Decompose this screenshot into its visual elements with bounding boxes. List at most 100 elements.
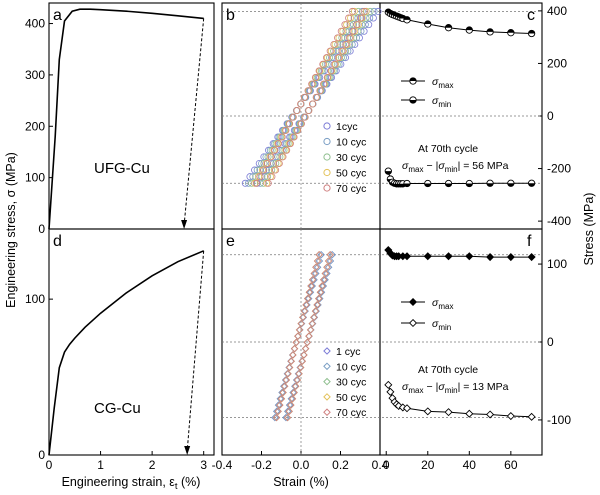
loop-point-e-4-21-0 [307, 282, 315, 290]
loop-point-b-4-9-0 [286, 120, 294, 128]
loop-point-e-1-0-0 [271, 413, 279, 422]
xtick-label-e--0.2: -0.2 [251, 458, 272, 472]
loop-point-b-1-5-1 [278, 146, 286, 154]
panel-label-e: e [226, 233, 235, 250]
loop-point-e-1-18-1 [314, 301, 322, 309]
loop-point-e-4-3-0 [277, 395, 286, 403]
loop-point-b-4-20-0 [326, 47, 334, 55]
loop-point-e-4-14-0 [295, 326, 304, 334]
loop-point-b-4-18-1 [331, 60, 339, 68]
annotation-f-sigma2: σ [438, 381, 445, 393]
point-half-c-1-8 [403, 183, 411, 187]
loop-point-e-0-11-1 [301, 345, 310, 353]
loop-point-b-4-17-0 [315, 67, 323, 75]
loop-point-e-1-17-1 [312, 307, 320, 315]
legend-c-sigma-max-symbol: σ [432, 76, 439, 88]
loop-point-e-4-14-1 [306, 326, 315, 334]
loop-point-b-4-1-0 [256, 173, 264, 181]
loop-point-b-4-21-1 [342, 40, 350, 48]
loop-point-b-1-4-0 [262, 153, 270, 161]
loop-point-e-4-6-0 [282, 376, 291, 384]
loop-point-b-4-23-0 [337, 27, 345, 35]
ytick-label-f-100: 100 [547, 257, 567, 271]
loop-point-e-4-22-0 [308, 276, 317, 284]
legend-f-sigma-max: σmax [432, 297, 453, 311]
loop-point-e-1-22-1 [321, 276, 329, 284]
annotation-c-bar1: | [436, 160, 439, 172]
loop-point-e-1-4-0 [278, 388, 286, 397]
legend-c-sigma-min-symbol: σ [432, 95, 439, 107]
loop-point-b-2-18-1 [333, 60, 341, 68]
loop-point-b-2-23-1 [354, 27, 362, 35]
unloading-line-d [186, 250, 205, 452]
annotation-c-sigma1: σ [402, 160, 409, 172]
loop-point-b-2-23-0 [342, 27, 350, 35]
loop-point-b-4-20-1 [338, 47, 346, 55]
legend-marker-b-3 [323, 168, 331, 177]
loop-point-e-2-25-1 [324, 257, 333, 265]
loop-point-e-1-24-0 [313, 263, 322, 271]
loop-point-e-0-12-1 [303, 338, 311, 347]
loop-point-b-1-20-1 [344, 47, 352, 55]
loop-point-b-4-24-1 [353, 21, 361, 29]
loop-point-b-1-5-0 [266, 146, 274, 154]
loop-point-e-4-4-0 [279, 388, 287, 397]
loop-point-e-3-25-0 [313, 257, 322, 265]
loop-point-e-2-13-0 [294, 332, 302, 340]
point-f-1-9 [444, 408, 453, 417]
loop-point-e-1-11-1 [301, 345, 310, 353]
loop-point-b-2-3-1 [272, 159, 280, 167]
loop-point-b-4-3-1 [275, 159, 283, 167]
loop-point-e-2-10-1 [300, 351, 308, 359]
loop-point-e-3-14-0 [295, 326, 304, 334]
loop-point-e-2-14-0 [295, 326, 304, 334]
loop-e-70-cyc [272, 251, 334, 422]
loop-point-b-2-25-1 [362, 14, 370, 22]
loop-point-e-4-1-0 [274, 407, 282, 415]
annotation-c-sub2: min [445, 165, 458, 174]
legend-marker-e-0 [323, 347, 331, 355]
loop-point-e-1-4-1 [289, 388, 297, 397]
point-f-1-0 [384, 380, 393, 389]
loop-point-e-4-11-1 [301, 345, 310, 353]
xtick-label-e--0.4: -0.4 [212, 458, 233, 472]
legend-marker-f-0 [408, 297, 418, 307]
loop-point-e-4-6-1 [293, 376, 302, 384]
point-f-1-13 [527, 412, 536, 421]
loop-point-b-4-9-1 [297, 120, 305, 128]
loop-point-e-3-9-0 [287, 357, 295, 365]
loop-point-e-4-9-1 [298, 357, 307, 365]
xtick-label-e-0.2: 0.2 [332, 458, 349, 472]
loop-point-e-4-19-0 [304, 294, 312, 303]
point-half-c-0-13 [507, 29, 515, 33]
panel-a-curve [48, 8, 205, 230]
point-half-c-0-10 [445, 24, 452, 28]
loop-point-e-1-26-0 [317, 251, 325, 259]
loop-point-e-1-26-1 [328, 251, 336, 259]
loop-point-b-4-3-0 [263, 159, 271, 167]
loop-point-b-4-7-0 [278, 133, 286, 141]
loop-point-b-0-3-0 [255, 159, 263, 167]
legend-c-sigma-max: σmax [432, 76, 453, 90]
loop-point-b-2-18-0 [321, 60, 329, 68]
unloading-line-a [183, 18, 205, 226]
loop-point-b-4-11-0 [293, 107, 301, 115]
x-axis-title-left-sub: t [175, 481, 178, 492]
loop-point-e-1-17-0 [301, 307, 309, 315]
xtick-label-f-60: 60 [504, 458, 518, 472]
annotation-c-sigma2: σ [438, 160, 445, 172]
x-axis-title-left-unit: (%) [178, 475, 201, 489]
loop-point-e-3-13-0 [294, 332, 302, 340]
loop-point-e-4-7-0 [284, 370, 292, 378]
annotation-f-eq: = [460, 381, 472, 393]
annotation-c-eq: = [460, 160, 472, 172]
annotation-f-bar2: | [458, 381, 461, 393]
loop-point-b-2-5-1 [280, 146, 288, 154]
loop-point-b-0-26-1 [374, 7, 382, 15]
loop-point-b-4-17-1 [327, 67, 335, 75]
loop-point-e-1-20-0 [306, 288, 315, 296]
point-f-1-7 [402, 404, 412, 413]
ytick-label-c-200: 200 [547, 56, 567, 70]
loop-point-b-3-24-1 [355, 21, 363, 29]
loop-point-e-2-12-1 [303, 338, 311, 347]
